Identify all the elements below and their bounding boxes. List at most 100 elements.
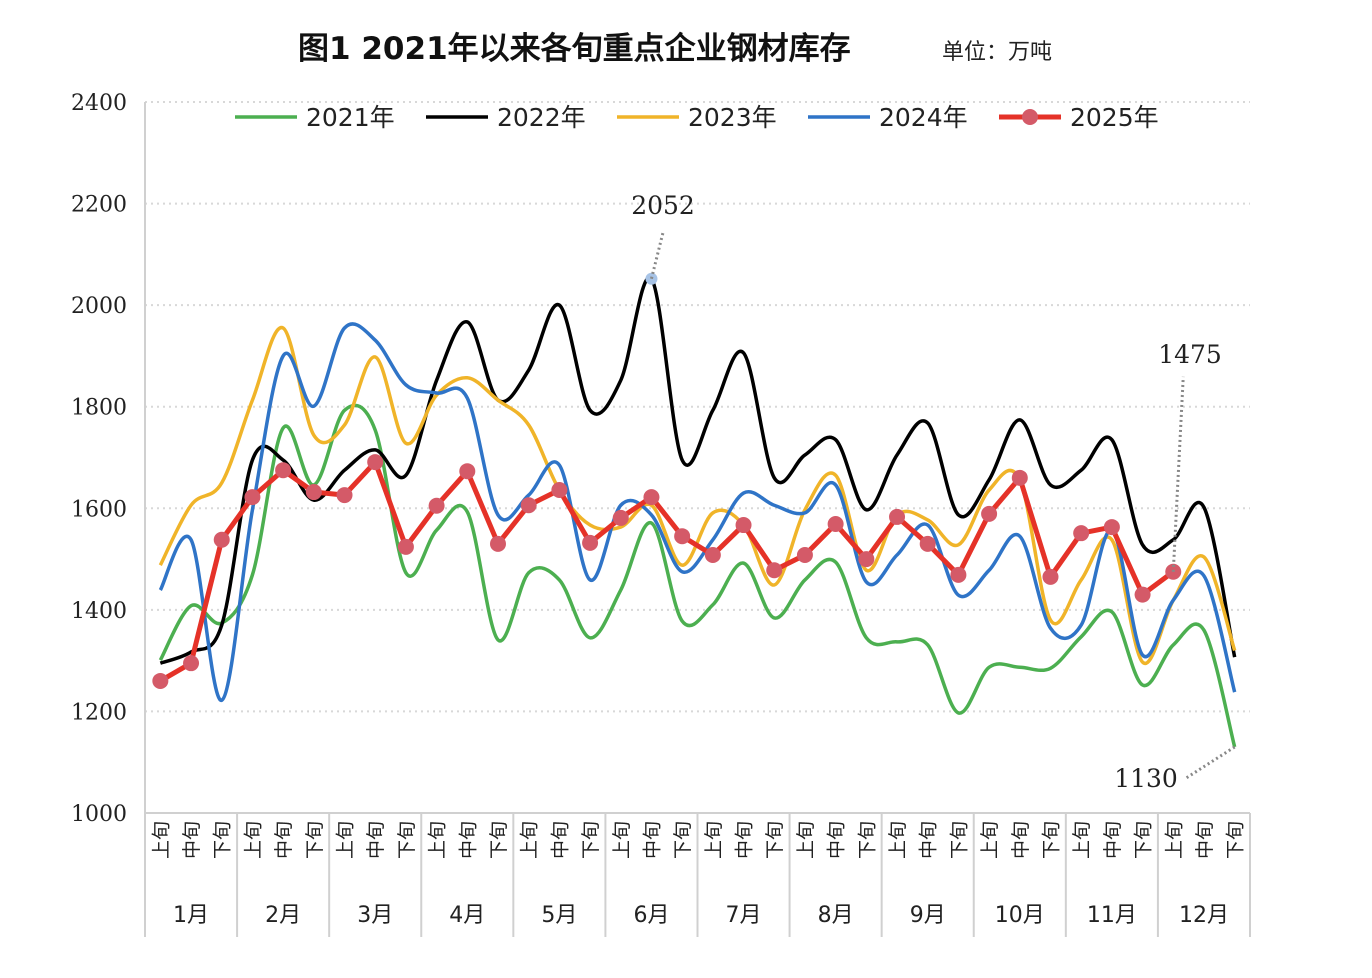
series-line-2023 xyxy=(158,326,1237,666)
data-point-2025 xyxy=(1011,469,1028,486)
x-tick-label: 中旬 xyxy=(273,821,295,859)
x-tick-label: 中旬 xyxy=(1102,821,1124,859)
data-point-2025 xyxy=(1042,568,1059,585)
data-point-2025 xyxy=(367,454,384,471)
data-point-2025 xyxy=(183,655,200,672)
y-tick-label: 1000 xyxy=(71,802,127,827)
data-point-2025 xyxy=(858,551,875,568)
data-point-2025 xyxy=(1103,519,1120,536)
data-point-2025 xyxy=(305,484,322,501)
data-point-2025 xyxy=(796,547,813,564)
y-axis-ticks: 1000 1200 1400 1600 1800 2000 2200 2400 xyxy=(71,91,127,827)
x-tick-label: 上旬 xyxy=(1163,821,1185,859)
annotation-label: 1475 xyxy=(1158,340,1222,369)
data-point-2025 xyxy=(735,517,752,534)
x-tick-label: 中旬 xyxy=(1010,821,1032,859)
x-tick-label: 中旬 xyxy=(1194,821,1216,859)
legend-item: 2024年 xyxy=(808,103,968,132)
legend-label: 2024年 xyxy=(879,103,968,132)
grid xyxy=(144,101,1250,937)
data-point-2025 xyxy=(766,562,783,579)
x-tick-label: 中旬 xyxy=(549,821,571,859)
annotation-leader xyxy=(1183,745,1236,781)
x-tick-label: 下旬 xyxy=(856,821,878,859)
x-tick-label: 下旬 xyxy=(1133,821,1155,859)
series-line-2021 xyxy=(158,403,1237,748)
data-point-2025 xyxy=(1073,525,1090,542)
month-label: 9月 xyxy=(910,903,946,928)
annotation-label: 1130 xyxy=(1114,764,1178,793)
data-point-2025 xyxy=(827,516,844,533)
month-label: 10月 xyxy=(995,903,1045,928)
data-point-2025 xyxy=(336,487,353,504)
chart-unit: 单位：万吨 xyxy=(942,40,1052,65)
x-tick-label: 下旬 xyxy=(1040,821,1062,859)
legend-item: 2023年 xyxy=(617,103,777,132)
legend-label: 2025年 xyxy=(1070,103,1159,132)
legend-item: 2025年 xyxy=(999,103,1159,132)
annotation-leader xyxy=(650,230,665,280)
x-tick-label: 上旬 xyxy=(887,821,909,859)
data-point-2025 xyxy=(152,672,169,689)
x-tick-label: 下旬 xyxy=(396,821,418,859)
data-point-2025 xyxy=(981,505,998,522)
legend-marker xyxy=(1022,109,1038,125)
x-tick-label: 上旬 xyxy=(979,821,1001,859)
series-line-2022 xyxy=(159,275,1237,665)
y-tick-label: 2400 xyxy=(71,91,127,116)
x-tick-label: 中旬 xyxy=(826,821,848,859)
month-label: 12月 xyxy=(1179,903,1229,928)
x-tick-label: 上旬 xyxy=(150,821,172,859)
x-tick-label: 中旬 xyxy=(641,821,663,859)
x-tick-label: 上旬 xyxy=(427,821,449,859)
legend: 2021年 2022年 2023年 2024年 2025年 xyxy=(235,103,1159,132)
annotation-label: 2052 xyxy=(631,191,695,220)
x-tick-label: 上旬 xyxy=(242,821,264,859)
legend-label: 2021年 xyxy=(306,103,395,132)
data-point-2025 xyxy=(919,535,936,552)
x-tick-label: 上旬 xyxy=(611,821,633,859)
chart-title: 图1 2021年以来各旬重点企业钢材库存 xyxy=(298,31,851,67)
data-point-2025 xyxy=(275,462,292,479)
data-point-2025 xyxy=(459,463,476,480)
data-point-2025 xyxy=(582,534,599,551)
data-point-2025 xyxy=(244,489,261,506)
x-tick-label: 下旬 xyxy=(1225,821,1247,859)
month-label: 4月 xyxy=(449,903,485,928)
month-label: 8月 xyxy=(818,903,854,928)
x-tick-label: 上旬 xyxy=(335,821,357,859)
y-tick-label: 1200 xyxy=(71,700,127,725)
x-tick-label: 上旬 xyxy=(1071,821,1093,859)
x-tick-label: 下旬 xyxy=(304,821,326,859)
month-label: 1月 xyxy=(173,903,209,928)
data-point-2025 xyxy=(643,489,660,506)
data-point-2025 xyxy=(428,497,445,514)
data-point-2025 xyxy=(397,538,414,555)
x-tick-label: 下旬 xyxy=(212,821,234,859)
x-tick-label: 下旬 xyxy=(948,821,970,859)
x-tick-label: 中旬 xyxy=(918,821,940,859)
data-point-2025 xyxy=(612,509,629,526)
data-point-2025 xyxy=(950,566,967,583)
legend-label: 2022年 xyxy=(497,103,586,132)
month-label: 3月 xyxy=(357,903,393,928)
series-line-2025 xyxy=(159,459,1175,684)
data-point-2025 xyxy=(520,497,537,514)
data-point-2025 xyxy=(1134,586,1151,603)
x-tick-label: 下旬 xyxy=(580,821,602,859)
x-tick-label: 上旬 xyxy=(795,821,817,859)
x-tick-label: 中旬 xyxy=(365,821,387,859)
data-point-2025 xyxy=(489,535,506,552)
x-tick-label: 中旬 xyxy=(181,821,203,859)
legend-item: 2021年 xyxy=(235,103,395,132)
annotations: 2052 1475 1130 xyxy=(631,191,1236,793)
y-tick-label: 2200 xyxy=(71,193,127,218)
x-tick-label: 上旬 xyxy=(703,821,725,859)
x-axis: 上旬 中旬 下旬 上旬 中旬 下旬 上旬 中旬 下旬 上旬 中旬 下旬 上旬 中旬 下旬 上旬 中旬 下旬 上旬 中旬… xyxy=(144,813,1251,937)
month-label: 5月 xyxy=(541,903,577,928)
series-lines xyxy=(152,275,1237,748)
month-label: 11月 xyxy=(1087,903,1137,928)
y-tick-label: 1400 xyxy=(71,599,127,624)
legend-item: 2022年 xyxy=(426,103,586,132)
